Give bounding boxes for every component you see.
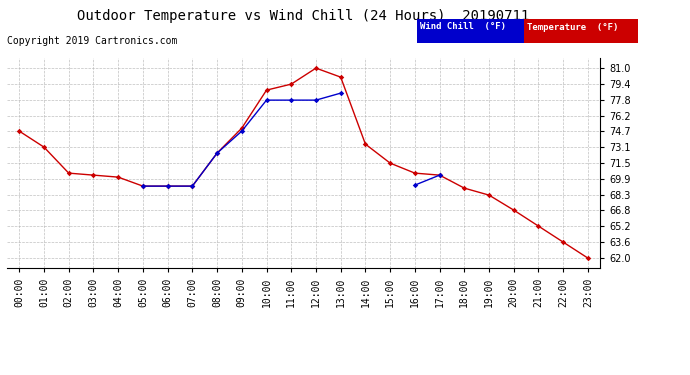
- Text: Wind Chill  (°F): Wind Chill (°F): [420, 22, 506, 32]
- Text: Outdoor Temperature vs Wind Chill (24 Hours)  20190711: Outdoor Temperature vs Wind Chill (24 Ho…: [77, 9, 530, 23]
- Text: Copyright 2019 Cartronics.com: Copyright 2019 Cartronics.com: [7, 36, 177, 46]
- Text: Temperature  (°F): Temperature (°F): [527, 22, 618, 32]
